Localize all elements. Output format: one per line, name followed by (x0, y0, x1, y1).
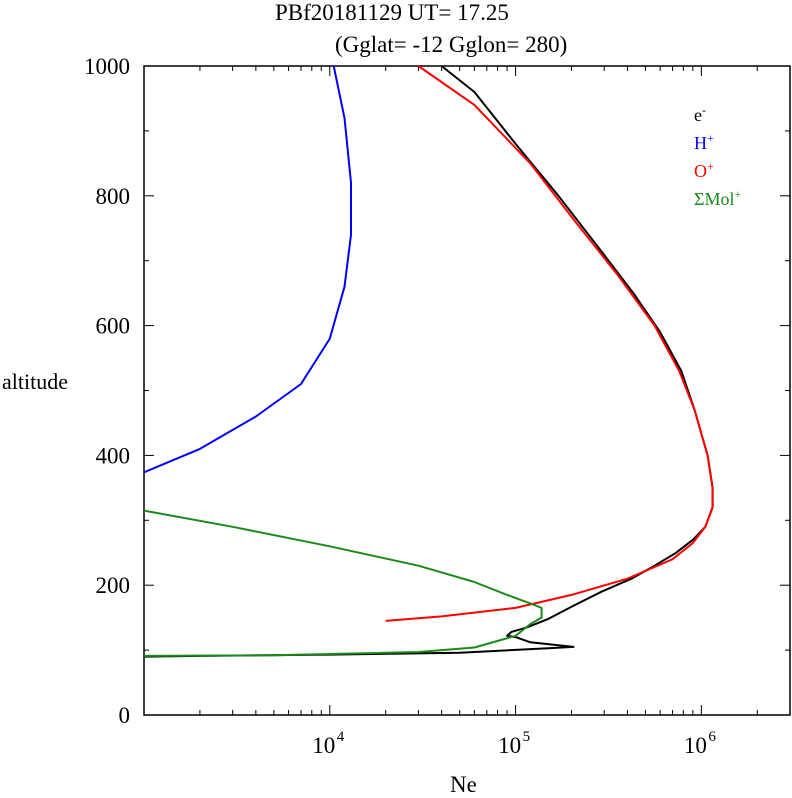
y-axis: 0 200 400 600 800 1000 (84, 54, 790, 728)
legend-label: e (694, 105, 702, 125)
series-line (143, 65, 352, 474)
y-tick-label: 600 (96, 314, 131, 339)
legend-label-sup: - (702, 103, 706, 117)
chart-title: PBf20181129 UT= 17.25 (275, 0, 509, 25)
x-tick-exponent: 4 (337, 729, 345, 745)
legend-label: ΣMol (694, 189, 735, 209)
series-lines (143, 65, 714, 658)
y-tick-label: 200 (96, 573, 131, 598)
y-tick-label: 0 (119, 703, 131, 728)
x-axis: 10 4 10 5 10 6 (143, 66, 791, 758)
legend-item: H+ (694, 131, 714, 154)
y-tick-label: 1000 (84, 54, 130, 79)
y-tick-label: 800 (96, 184, 131, 209)
x-tick-label: 10 (498, 733, 521, 758)
x-tick-label: 10 (312, 733, 335, 758)
y-axis-label: altitude (2, 369, 68, 394)
legend-item: e- (694, 103, 706, 126)
legend-item: ΣMol+ (694, 187, 741, 210)
series-line (143, 509, 543, 657)
y-tick-label: 400 (96, 443, 131, 468)
legend-item: O+ (694, 159, 714, 182)
legend-label: O (694, 161, 707, 181)
legend-label: H (694, 133, 707, 153)
legend-label-sup: + (707, 131, 714, 145)
legend-label-sup: + (707, 159, 714, 173)
chart-subtitle: (Gglat= -12 Gglon= 280) (335, 32, 568, 57)
series-line (143, 65, 714, 658)
x-tick-exponent: 5 (523, 729, 531, 745)
x-tick-label: 10 (684, 733, 707, 758)
x-axis-label: Ne (450, 772, 477, 797)
legend-label-sup: + (734, 187, 742, 201)
x-tick-exponent: 6 (708, 729, 716, 745)
series-line (385, 65, 714, 622)
